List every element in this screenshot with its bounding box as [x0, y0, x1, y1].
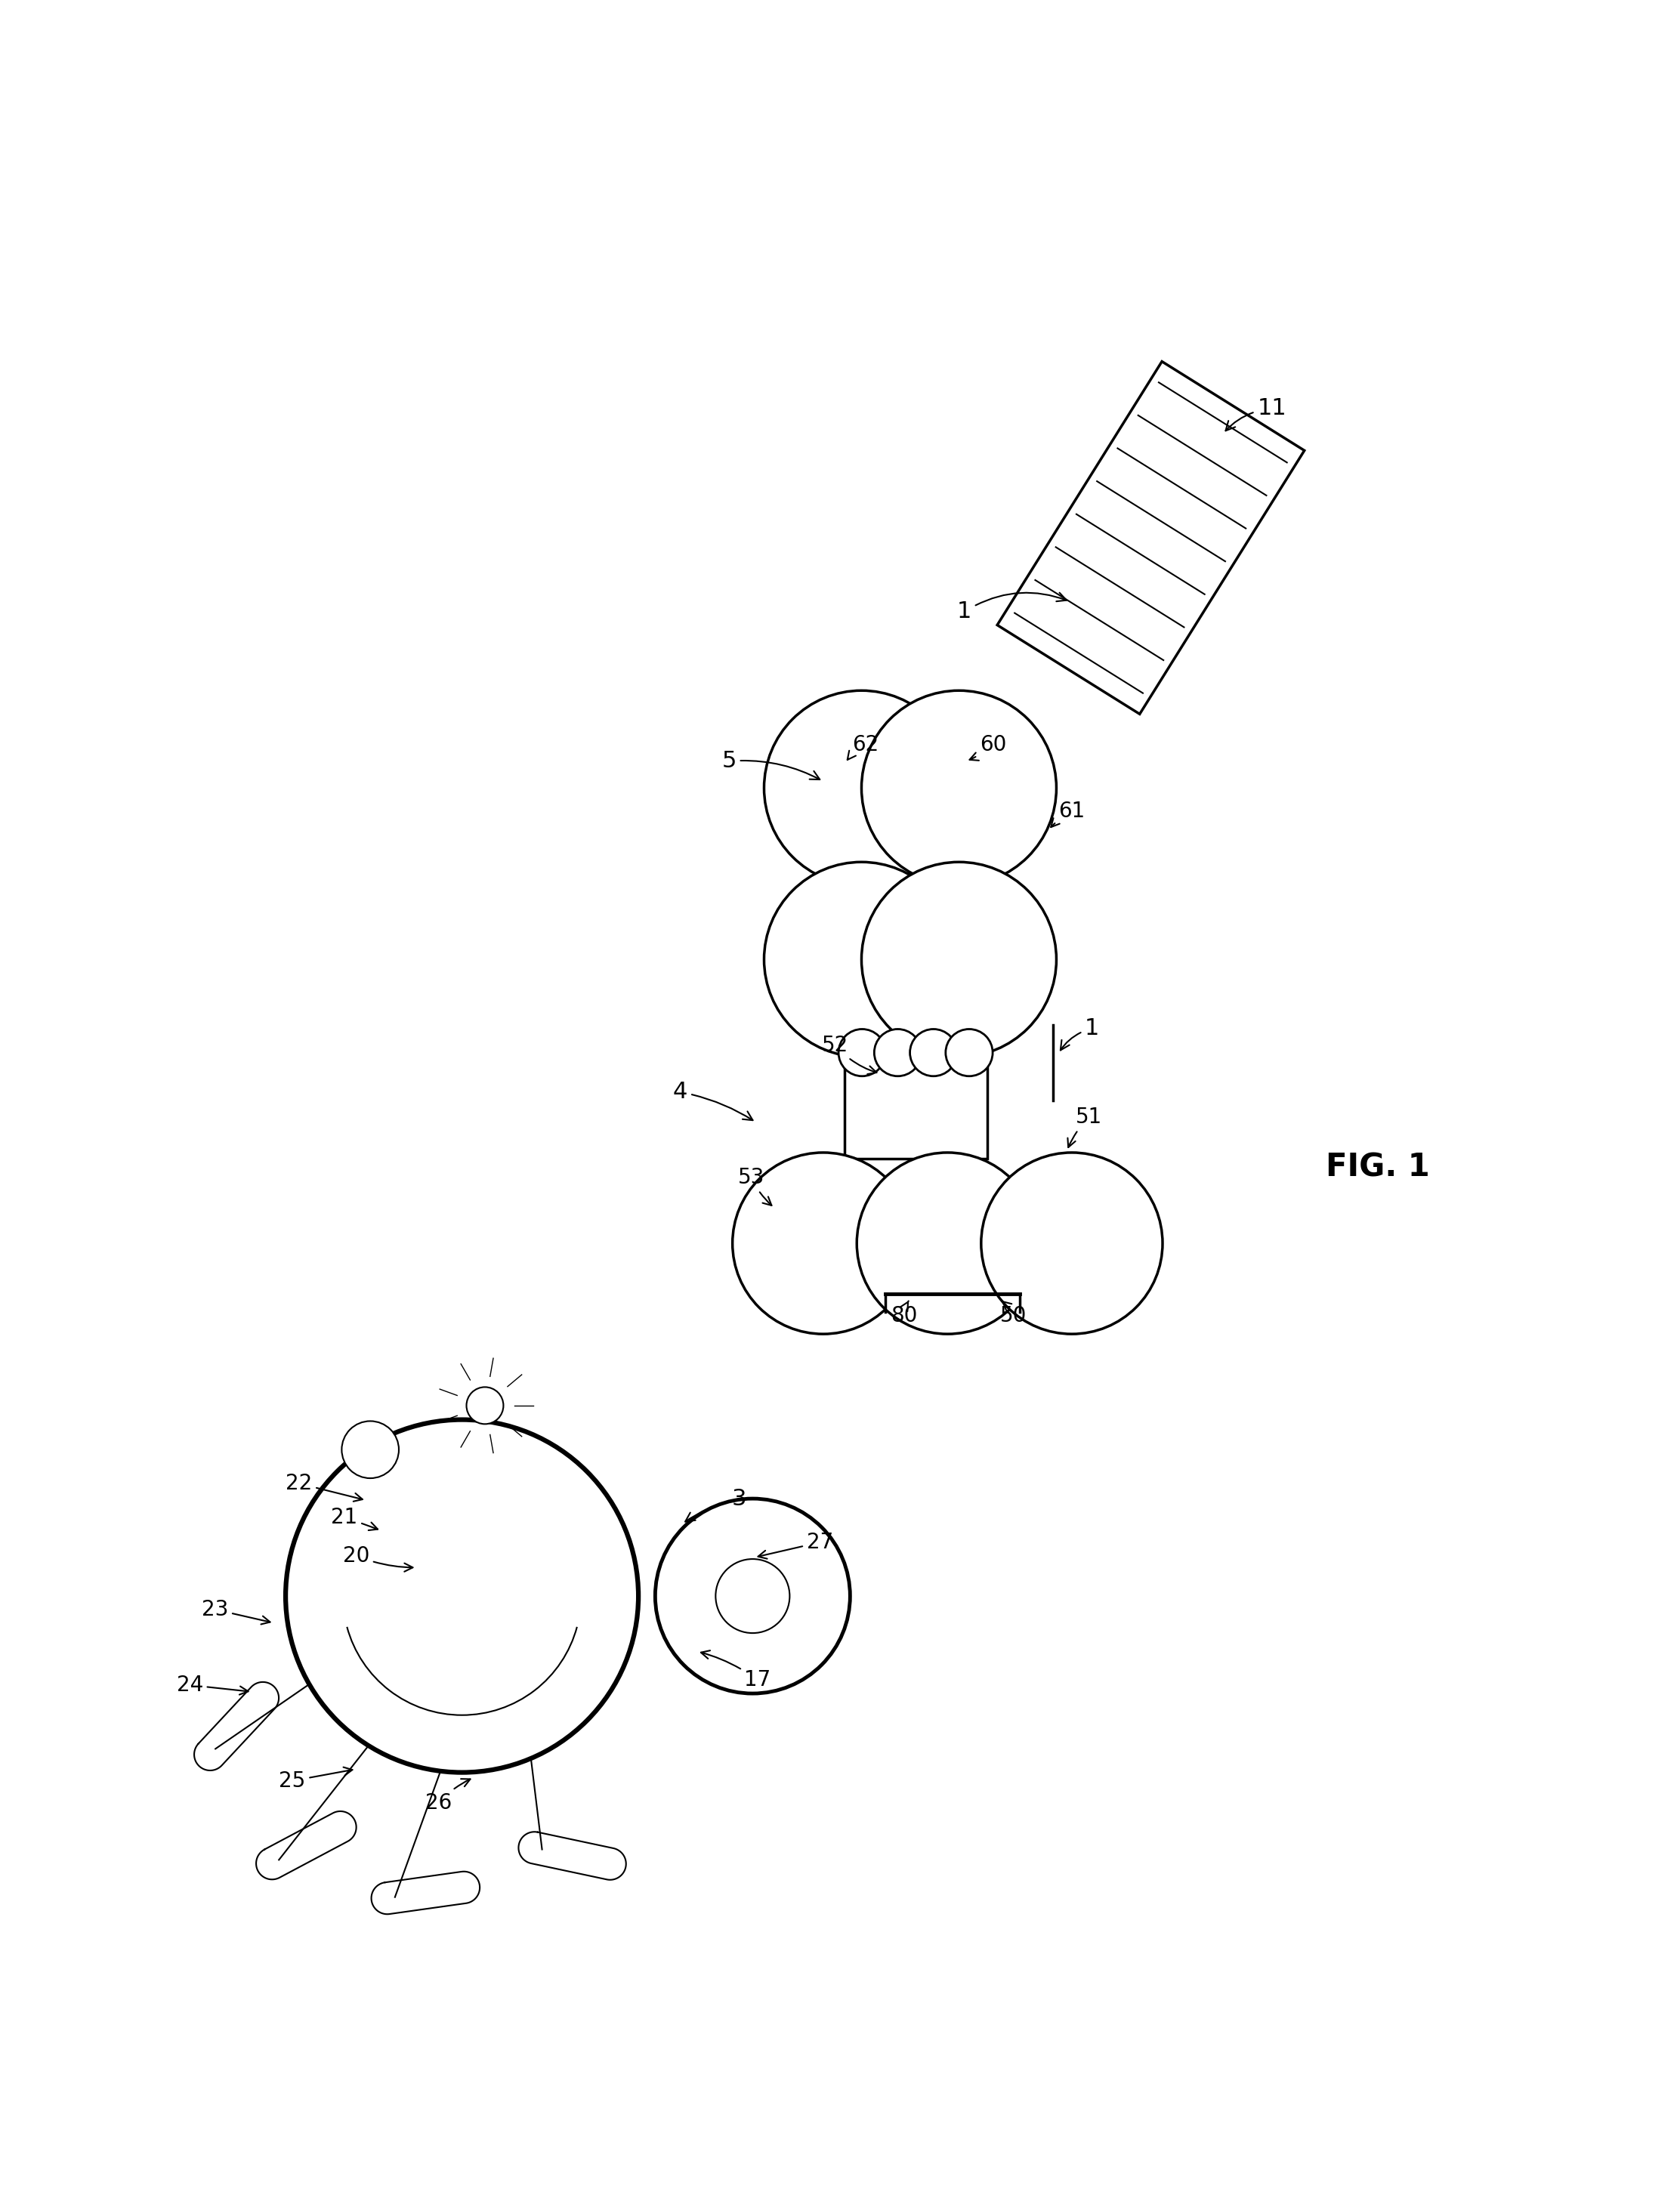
Text: 61: 61	[1052, 801, 1085, 828]
Circle shape	[911, 1030, 958, 1076]
Text: 80: 80	[890, 1301, 917, 1325]
Text: 21: 21	[331, 1505, 378, 1530]
Text: 1: 1	[1060, 1017, 1099, 1050]
Text: 26: 26	[425, 1778, 470, 1814]
Circle shape	[732, 1153, 914, 1334]
Circle shape	[862, 691, 1057, 885]
Text: 22: 22	[286, 1472, 363, 1501]
Text: 1: 1	[958, 592, 1067, 623]
Circle shape	[874, 1030, 921, 1076]
Text: 4: 4	[674, 1081, 753, 1120]
Text: 24: 24	[176, 1675, 249, 1695]
Polygon shape	[998, 361, 1304, 713]
Bar	[845, 1052, 988, 1158]
Text: 11: 11	[1226, 398, 1287, 431]
Circle shape	[655, 1499, 850, 1693]
Text: 62: 62	[847, 733, 879, 759]
Circle shape	[341, 1422, 398, 1479]
Text: FIG. 1: FIG. 1	[1326, 1151, 1430, 1184]
Text: 17: 17	[701, 1651, 771, 1690]
Text: 3: 3	[685, 1488, 746, 1521]
Text: 50: 50	[1000, 1301, 1026, 1325]
Circle shape	[716, 1558, 790, 1633]
Circle shape	[981, 1153, 1163, 1334]
Circle shape	[764, 691, 959, 885]
Text: 23: 23	[202, 1598, 270, 1624]
Circle shape	[838, 1030, 885, 1076]
Circle shape	[467, 1387, 504, 1424]
Circle shape	[862, 863, 1057, 1056]
Text: 53: 53	[738, 1167, 771, 1206]
Text: 25: 25	[279, 1767, 353, 1792]
Text: 51: 51	[1068, 1107, 1102, 1147]
Circle shape	[286, 1420, 638, 1772]
Text: 20: 20	[343, 1545, 413, 1572]
Text: 27: 27	[758, 1532, 833, 1558]
Circle shape	[764, 863, 959, 1056]
Text: 60: 60	[969, 733, 1006, 762]
Circle shape	[946, 1030, 993, 1076]
Text: 52: 52	[822, 1034, 877, 1074]
Circle shape	[857, 1153, 1038, 1334]
Text: 5: 5	[722, 751, 820, 779]
